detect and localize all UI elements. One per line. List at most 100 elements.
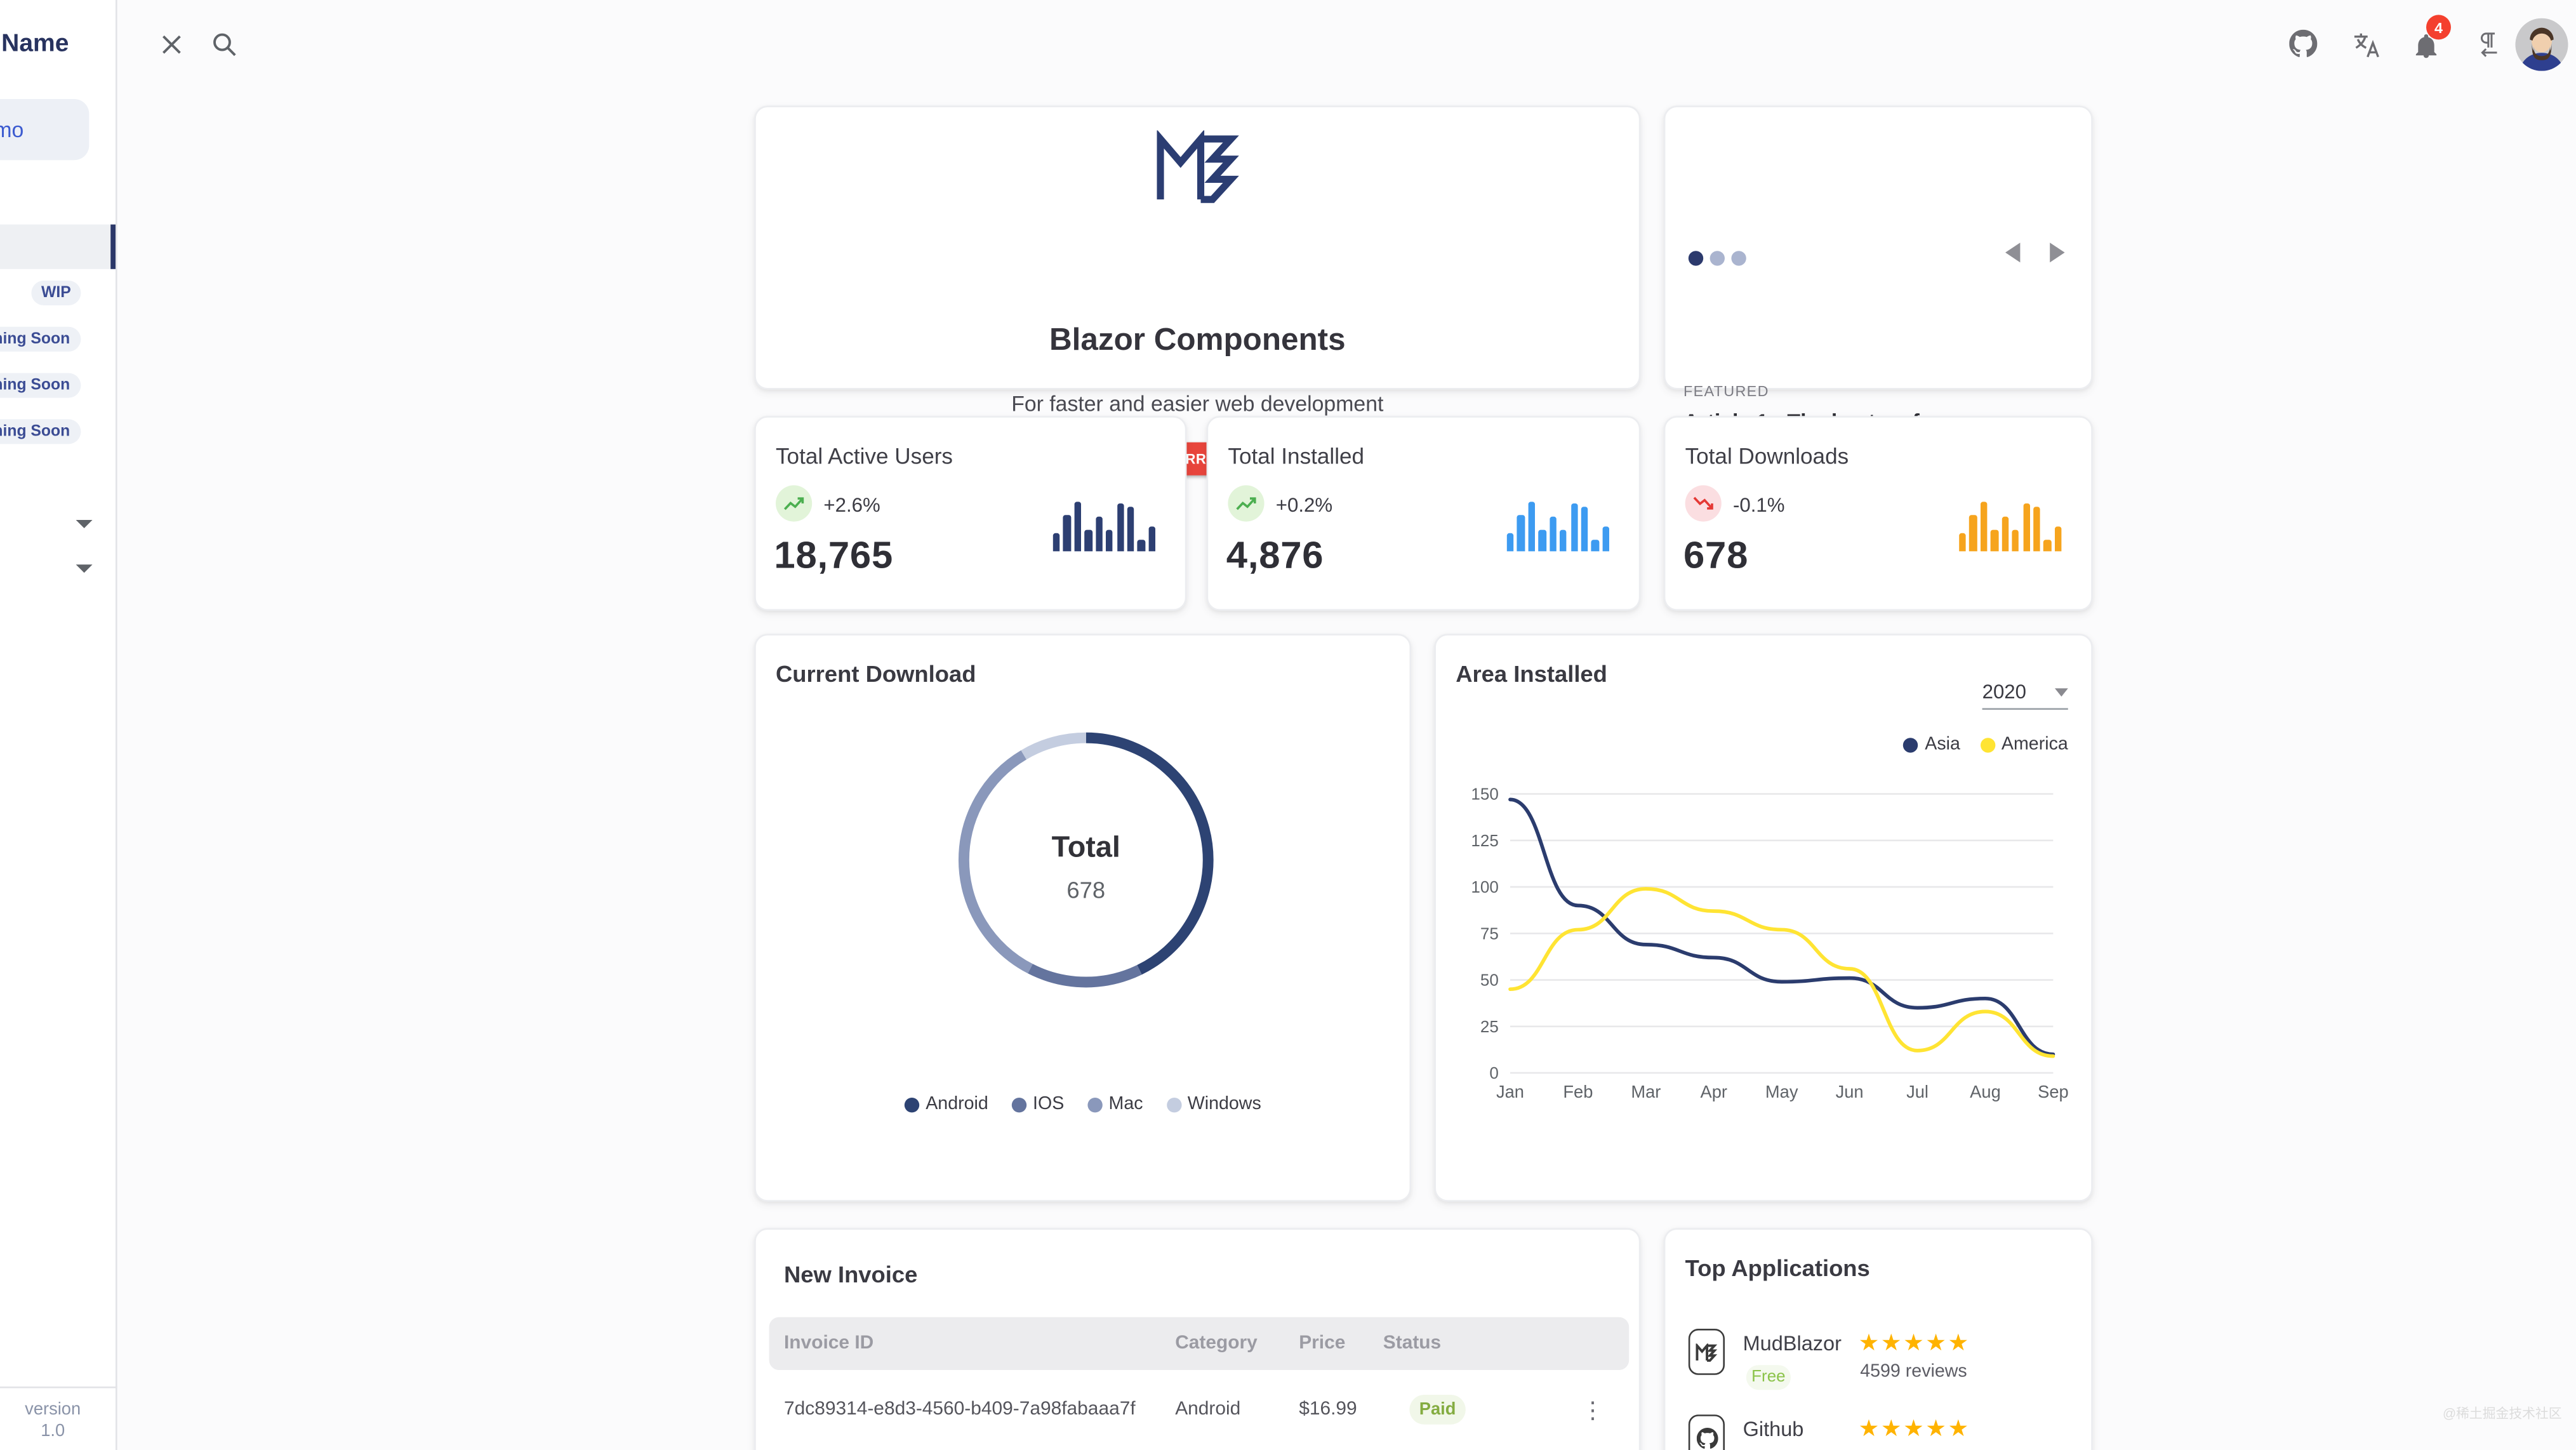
carousel-dot[interactable] — [1688, 251, 1704, 266]
column-header: Status — [1383, 1333, 1442, 1354]
year-select-value: 2020 — [1982, 680, 2027, 703]
carousel-card: FEATURED Article 1 - The best so far Lor… — [1663, 105, 2093, 467]
table-header: Invoice ID Category Price Status — [769, 1317, 1630, 1370]
current-download-card: Current Download Total 678 Android IOS Mac… — [754, 634, 1411, 1202]
sidebar-status-badge: WIP — [31, 279, 81, 305]
table-cell: 7dc89314-e8d3-4560-b409-7a98fabaaa7f — [784, 1399, 1136, 1420]
legend-item: Android — [904, 1094, 988, 1114]
hero-card: Blazor Components For faster and easier … — [754, 105, 1641, 476]
stat-value: 678 — [1683, 533, 1749, 576]
rating-stars: ★★★★★ — [1858, 1414, 1970, 1441]
chevron-down-icon[interactable] — [76, 520, 93, 528]
carousel-dot[interactable] — [1731, 251, 1746, 266]
stat-card-active-users: Total Active Users +2.6% 18,765 — [754, 416, 1187, 611]
avatar[interactable] — [2515, 18, 2568, 71]
svg-text:100: 100 — [1471, 877, 1498, 896]
svg-text:May: May — [1765, 1082, 1798, 1101]
carousel-prev-icon[interactable] — [2005, 243, 2021, 263]
search-icon[interactable] — [211, 31, 238, 58]
legend-item: IOS — [1011, 1094, 1064, 1114]
notification-badge: 4 — [2426, 15, 2451, 40]
table-row[interactable]: 7dc89314-e8d3-4560-b409-7a98fabaaa7f Andr… — [769, 1370, 1630, 1449]
stat-value: 4,876 — [1226, 533, 1324, 576]
donut-legend: Android IOS Mac Windows — [756, 1094, 1410, 1114]
svg-text:Jul: Jul — [1906, 1082, 1929, 1101]
rating-stars: ★★★★★ — [1858, 1329, 1970, 1355]
sidebar-status-badge: Coming Soon — [0, 372, 81, 397]
carousel-next-icon[interactable] — [2050, 243, 2065, 263]
table-cell: $16.99 — [1299, 1399, 1357, 1420]
mudblazor-logo — [1157, 130, 1239, 203]
line-chart: 0 25 50 75 100 125 150 Jan Feb Mar Apr May Jun Jul Aug… — [1471, 785, 2069, 1101]
area-installed-card: Area Installed 2020 Asia America 0 25 50 75 1… — [1434, 634, 2093, 1202]
chevron-down-icon[interactable] — [76, 564, 93, 573]
hero-subtitle: For faster and easier web development — [1011, 391, 1384, 416]
app-title: Application Name — [0, 29, 69, 58]
app-name[interactable]: MudBlazor — [1743, 1332, 1842, 1355]
svg-text:Jan: Jan — [1496, 1082, 1524, 1101]
donut-center-value: 678 — [1066, 876, 1106, 903]
stat-value: 18,765 — [774, 533, 894, 576]
column-header: Invoice ID — [784, 1333, 874, 1354]
year-select[interactable]: 2020 — [1982, 680, 2068, 710]
rtl-toggle-icon[interactable] — [2476, 31, 2502, 58]
table-cell: Android — [1175, 1399, 1241, 1420]
mudblazor-app-logo — [1688, 1329, 1725, 1375]
row-menu-icon[interactable]: ⋮ — [1581, 1396, 1605, 1423]
notifications-icon[interactable] — [2413, 33, 2440, 60]
column-header: Category — [1175, 1333, 1258, 1354]
stat-delta: +2.6% — [823, 493, 880, 517]
sidebar-status-badge: Coming Soon — [0, 326, 81, 351]
legend-item: America — [1980, 735, 2068, 754]
chart-title: Current Download — [776, 660, 976, 687]
translate-icon[interactable] — [2352, 31, 2380, 59]
stat-card-installed: Total Installed +0.2% 4,876 — [1206, 416, 1641, 611]
stat-card-downloads: Total Downloads -0.1% 678 — [1663, 416, 2093, 611]
version-label: version 1.0 — [25, 1399, 81, 1441]
legend-item: Windows — [1165, 1094, 1261, 1114]
carousel-dot[interactable] — [1710, 251, 1725, 266]
svg-text:0: 0 — [1489, 1063, 1498, 1082]
mini-bar-chart — [1052, 502, 1156, 552]
status-badge: Paid — [1409, 1395, 1466, 1425]
watermark: @稀土掘金技术社区 — [2442, 1406, 2562, 1421]
svg-text:Apr: Apr — [1701, 1082, 1727, 1101]
svg-text:125: 125 — [1471, 831, 1498, 850]
stat-delta: +0.2% — [1275, 493, 1333, 517]
new-invoice-card: New Invoice Invoice ID Category Price Statu… — [754, 1228, 1641, 1450]
stat-title: Total Active Users — [776, 444, 953, 469]
stat-delta: -0.1% — [1733, 493, 1785, 517]
svg-text:Aug: Aug — [1970, 1082, 2001, 1101]
hero-title: Blazor Components — [1049, 323, 1346, 359]
svg-text:Jun: Jun — [1836, 1082, 1864, 1101]
review-count: 4599 reviews — [1860, 1362, 1967, 1382]
sidebar-item-selected[interactable] — [0, 224, 116, 269]
mini-bar-chart — [1506, 502, 1610, 552]
chevron-down-icon — [2055, 687, 2068, 696]
card-title: New Invoice — [784, 1261, 918, 1287]
mini-bar-chart — [1959, 502, 2062, 552]
carousel-dots — [1688, 244, 1753, 274]
github-icon[interactable] — [2289, 29, 2318, 58]
sidebar-status-badge: Coming Soon — [0, 418, 81, 444]
svg-text:150: 150 — [1471, 785, 1498, 804]
price-badge: Free — [1746, 1365, 1791, 1390]
card-title: Top Applications — [1685, 1254, 1870, 1281]
svg-text:Sep: Sep — [2038, 1082, 2069, 1101]
line-legend: Asia America — [1903, 735, 2068, 754]
close-icon[interactable] — [159, 31, 185, 58]
legend-item: Asia — [1903, 735, 1960, 754]
sidebar-divider — [0, 1387, 117, 1388]
stat-title: Total Installed — [1228, 444, 1365, 469]
app-name[interactable]: Github — [1743, 1418, 1804, 1441]
sidebar-demo-chip[interactable]: Demo — [0, 99, 90, 161]
carousel-eyebrow: FEATURED — [1683, 383, 1769, 400]
trend-up-icon — [776, 485, 813, 522]
donut-center-label: Total — [1051, 830, 1120, 863]
svg-text:Mar: Mar — [1631, 1082, 1661, 1101]
chart-title: Area Installed — [1456, 660, 1607, 687]
legend-item: Mac — [1087, 1094, 1143, 1114]
trend-down-icon — [1685, 485, 1722, 522]
